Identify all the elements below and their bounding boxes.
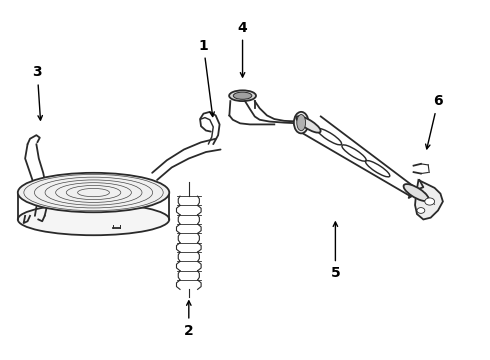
Text: 6: 6	[426, 94, 443, 149]
Circle shape	[425, 198, 435, 205]
Text: 1: 1	[198, 39, 214, 117]
Circle shape	[417, 208, 425, 213]
Ellipse shape	[297, 114, 306, 131]
Text: 5: 5	[331, 222, 340, 280]
Ellipse shape	[233, 92, 252, 99]
Text: 3: 3	[32, 66, 43, 120]
Text: 2: 2	[184, 301, 194, 338]
Ellipse shape	[296, 116, 320, 132]
Ellipse shape	[229, 90, 256, 101]
Polygon shape	[415, 180, 443, 220]
Text: 4: 4	[238, 21, 247, 77]
Ellipse shape	[18, 204, 169, 235]
Ellipse shape	[294, 112, 309, 134]
Ellipse shape	[18, 173, 169, 212]
Ellipse shape	[404, 184, 428, 201]
